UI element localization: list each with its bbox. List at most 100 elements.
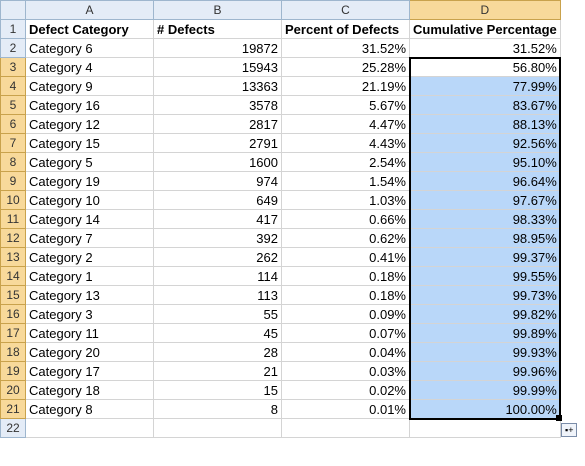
- select-all-corner[interactable]: [0, 0, 26, 20]
- cell-c[interactable]: 21.19%: [281, 76, 410, 96]
- cell-d[interactable]: 100.00%: [409, 399, 561, 419]
- cell-a[interactable]: Category 14: [25, 209, 154, 229]
- row-header[interactable]: 11: [0, 209, 26, 229]
- row-header[interactable]: 2: [0, 38, 26, 58]
- cell-d[interactable]: 99.89%: [409, 323, 561, 343]
- cell-d[interactable]: 83.67%: [409, 95, 561, 115]
- cell-c[interactable]: 4.43%: [281, 133, 410, 153]
- row-header[interactable]: 14: [0, 266, 26, 286]
- row-header[interactable]: 13: [0, 247, 26, 267]
- row-header[interactable]: 16: [0, 304, 26, 324]
- cell-c[interactable]: 0.62%: [281, 228, 410, 248]
- cell-a[interactable]: Category 3: [25, 304, 154, 324]
- column-header-d[interactable]: D: [409, 0, 561, 20]
- cell-d[interactable]: 99.99%: [409, 380, 561, 400]
- row-header[interactable]: 17: [0, 323, 26, 343]
- cell-empty[interactable]: [153, 418, 282, 438]
- cell-c[interactable]: 0.03%: [281, 361, 410, 381]
- cell-c[interactable]: 0.18%: [281, 285, 410, 305]
- cell-b[interactable]: 1600: [153, 152, 282, 172]
- row-header[interactable]: 10: [0, 190, 26, 210]
- cell-empty[interactable]: [409, 418, 561, 438]
- cell-empty[interactable]: [25, 418, 154, 438]
- cell-c1[interactable]: Percent of Defects: [281, 19, 410, 39]
- autofill-options-icon[interactable]: ▪+: [561, 422, 578, 437]
- cell-c[interactable]: 4.47%: [281, 114, 410, 134]
- cell-a[interactable]: Category 11: [25, 323, 154, 343]
- cell-d[interactable]: 99.82%: [409, 304, 561, 324]
- cell-a[interactable]: Category 17: [25, 361, 154, 381]
- row-header[interactable]: 20: [0, 380, 26, 400]
- cell-empty[interactable]: [281, 418, 410, 438]
- cell-d[interactable]: 99.55%: [409, 266, 561, 286]
- row-header[interactable]: 18: [0, 342, 26, 362]
- cell-b[interactable]: 2791: [153, 133, 282, 153]
- cell-d[interactable]: 77.99%: [409, 76, 561, 96]
- cell-d[interactable]: 31.52%: [409, 38, 561, 58]
- cell-c[interactable]: 1.03%: [281, 190, 410, 210]
- cell-b[interactable]: 113: [153, 285, 282, 305]
- cell-a[interactable]: Category 5: [25, 152, 154, 172]
- cell-a[interactable]: Category 8: [25, 399, 154, 419]
- cell-a[interactable]: Category 15: [25, 133, 154, 153]
- cell-c[interactable]: 0.41%: [281, 247, 410, 267]
- cell-a[interactable]: Category 6: [25, 38, 154, 58]
- cell-a[interactable]: Category 18: [25, 380, 154, 400]
- cell-d[interactable]: 99.96%: [409, 361, 561, 381]
- row-header[interactable]: 21: [0, 399, 26, 419]
- cell-c[interactable]: 0.09%: [281, 304, 410, 324]
- cell-c[interactable]: 0.01%: [281, 399, 410, 419]
- column-header-c[interactable]: C: [281, 0, 410, 20]
- row-header[interactable]: 6: [0, 114, 26, 134]
- cell-a[interactable]: Category 20: [25, 342, 154, 362]
- cell-b1[interactable]: # Defects: [153, 19, 282, 39]
- cell-b[interactable]: 3578: [153, 95, 282, 115]
- row-header[interactable]: 12: [0, 228, 26, 248]
- fill-handle[interactable]: [556, 414, 563, 421]
- cell-d[interactable]: 98.33%: [409, 209, 561, 229]
- cell-a[interactable]: Category 12: [25, 114, 154, 134]
- cell-d[interactable]: 92.56%: [409, 133, 561, 153]
- cell-a[interactable]: Category 1: [25, 266, 154, 286]
- cell-c[interactable]: 0.18%: [281, 266, 410, 286]
- row-header[interactable]: 7: [0, 133, 26, 153]
- cell-d[interactable]: 99.93%: [409, 342, 561, 362]
- column-header-a[interactable]: A: [25, 0, 154, 20]
- cell-d[interactable]: 98.95%: [409, 228, 561, 248]
- cell-c[interactable]: 0.04%: [281, 342, 410, 362]
- cell-c[interactable]: 0.02%: [281, 380, 410, 400]
- row-header[interactable]: 5: [0, 95, 26, 115]
- cell-b[interactable]: 19872: [153, 38, 282, 58]
- row-header[interactable]: 4: [0, 76, 26, 96]
- row-header[interactable]: 1: [0, 19, 26, 39]
- row-header[interactable]: 3: [0, 57, 26, 77]
- cell-a[interactable]: Category 7: [25, 228, 154, 248]
- cell-b[interactable]: 262: [153, 247, 282, 267]
- cell-d[interactable]: 99.37%: [409, 247, 561, 267]
- cell-a[interactable]: Category 10: [25, 190, 154, 210]
- row-header[interactable]: 8: [0, 152, 26, 172]
- cell-a[interactable]: Category 2: [25, 247, 154, 267]
- cell-d[interactable]: 99.73%: [409, 285, 561, 305]
- row-header[interactable]: 15: [0, 285, 26, 305]
- cell-d[interactable]: 97.67%: [409, 190, 561, 210]
- cell-c[interactable]: 0.07%: [281, 323, 410, 343]
- cell-b[interactable]: 417: [153, 209, 282, 229]
- cell-a1[interactable]: Defect Category: [25, 19, 154, 39]
- cell-b[interactable]: 28: [153, 342, 282, 362]
- column-header-b[interactable]: B: [153, 0, 282, 20]
- cell-d[interactable]: 95.10%: [409, 152, 561, 172]
- cell-c[interactable]: 2.54%: [281, 152, 410, 172]
- cell-a[interactable]: Category 4: [25, 57, 154, 77]
- cell-b[interactable]: 114: [153, 266, 282, 286]
- cell-b[interactable]: 55: [153, 304, 282, 324]
- cell-b[interactable]: 974: [153, 171, 282, 191]
- cell-c[interactable]: 25.28%: [281, 57, 410, 77]
- cell-d[interactable]: 56.80%: [409, 57, 561, 77]
- cell-b[interactable]: 2817: [153, 114, 282, 134]
- row-header[interactable]: 22: [0, 418, 26, 438]
- cell-d[interactable]: 96.64%: [409, 171, 561, 191]
- cell-b[interactable]: 13363: [153, 76, 282, 96]
- row-header[interactable]: 19: [0, 361, 26, 381]
- cell-b[interactable]: 45: [153, 323, 282, 343]
